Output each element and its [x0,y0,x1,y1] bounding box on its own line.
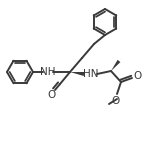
Polygon shape [70,72,84,76]
Polygon shape [111,60,120,71]
Text: O: O [134,71,142,81]
Text: HN: HN [83,69,99,79]
Text: NH: NH [40,67,56,77]
Text: O: O [112,96,120,106]
Text: O: O [48,90,56,100]
